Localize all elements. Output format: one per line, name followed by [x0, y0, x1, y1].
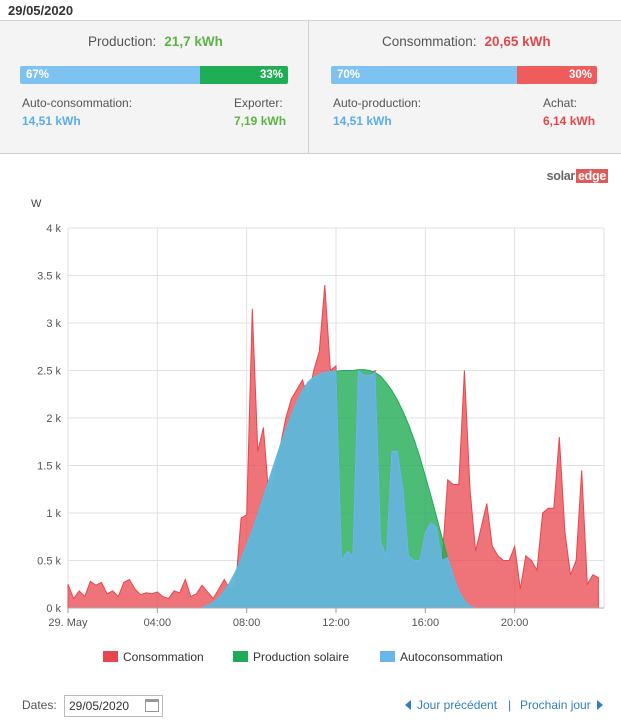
consumption-panel: Consommation: 20,65 kWh 70% 30% Auto-prod…: [310, 21, 621, 154]
production-split-bar: 67% 33%: [20, 66, 288, 84]
self-production-stat: Auto-production: 14,51 kWh: [333, 96, 421, 128]
production-label: Production:: [88, 34, 157, 49]
purchase-label: Achat:: [543, 96, 578, 110]
logo-part-edge: edge: [576, 169, 608, 183]
power-chart: 0 k 0.5 k 1 k 1.5 k 2 k 2.5 k 3 k 3.5 k 4 k 29. M…: [31, 198, 605, 664]
consumption-self-segment: 70%: [331, 66, 518, 84]
legend-label[interactable]: Consommation: [123, 650, 204, 664]
self-consumption-label: Auto-consommation:: [22, 96, 133, 110]
export-value: 7,19 kWh: [234, 114, 287, 128]
footer-bar: Dates: 29/05/2020 Jour précédent | Proch…: [0, 690, 621, 724]
self-production-label: Auto-production:: [333, 96, 422, 110]
x-tick-label: 08:00: [233, 617, 261, 629]
y-tick-label: 2 k: [46, 413, 61, 425]
production-panel: Production: 21,7 kWh 67% 33% Auto-consomm…: [0, 21, 309, 154]
legend-swatch[interactable]: [233, 651, 248, 662]
y-tick-label: 3.5 k: [37, 271, 61, 283]
x-tick-label: 12:00: [322, 617, 350, 629]
previous-day-link[interactable]: Jour précédent: [405, 698, 497, 712]
solaredge-logo: solar edge: [547, 169, 608, 183]
production-title: Production: 21,7 kWh: [88, 34, 223, 49]
x-tick-label: 04:00: [144, 617, 172, 629]
next-day-link[interactable]: Prochain jour: [520, 698, 603, 712]
legend-label[interactable]: Autoconsommation: [400, 650, 503, 664]
y-axis-title: W: [31, 198, 42, 210]
calendar-icon[interactable]: [145, 699, 159, 712]
consumption-label: Consommation:: [382, 34, 477, 49]
purchase-stat: Achat: 6,14 kWh: [543, 96, 595, 128]
chevron-left-icon: [405, 700, 411, 710]
export-stat: Exporter: 7,19 kWh: [234, 96, 286, 128]
date-picker-input[interactable]: 29/05/2020: [64, 695, 163, 717]
y-tick-label: 0.5 k: [37, 556, 61, 568]
production-self-segment: 67%: [20, 66, 200, 84]
y-tick-label: 0 k: [46, 603, 61, 615]
self-production-value: 14,51 kWh: [333, 114, 392, 128]
power-chart-area: solar edge 0 k 0.5 k 1 k 1.5 k 2 k 2.5 k 3 k 3.5…: [0, 155, 621, 685]
date-picker-value: 29/05/2020: [69, 699, 130, 713]
y-tick-label: 1 k: [46, 508, 61, 520]
nav-separator: |: [508, 698, 512, 712]
next-day-label: Prochain jour: [520, 698, 591, 712]
y-tick-label: 2.5 k: [37, 366, 61, 378]
logo-part-solar: solar: [546, 169, 576, 183]
legend-swatch[interactable]: [380, 651, 395, 662]
export-label: Exporter:: [234, 96, 283, 110]
x-tick-label: 29. May: [48, 617, 88, 629]
y-tick-label: 3 k: [46, 318, 61, 330]
previous-day-label: Jour précédent: [417, 698, 498, 712]
y-tick-label: 4 k: [46, 223, 61, 235]
chevron-right-icon: [596, 700, 603, 710]
legend-swatch[interactable]: [103, 651, 118, 662]
self-consumption-stat: Auto-consommation: 14,51 kWh: [22, 96, 132, 128]
date-header: 29/05/2020: [0, 0, 621, 21]
production-value: 21,7 kWh: [164, 34, 223, 49]
purchase-value: 6,14 kWh: [543, 114, 596, 128]
consumption-value: 20,65 kWh: [484, 34, 551, 49]
y-tick-label: 1.5 k: [37, 461, 61, 473]
self-consumption-value: 14,51 kWh: [22, 114, 81, 128]
summary-panels: Production: 21,7 kWh 67% 33% Auto-consomm…: [0, 21, 621, 154]
consumption-title: Consommation: 20,65 kWh: [382, 34, 551, 49]
x-tick-label: 16:00: [412, 617, 440, 629]
x-tick-label: 20:00: [501, 617, 529, 629]
consumption-buy-segment: 30%: [517, 66, 597, 84]
consumption-split-bar: 70% 30%: [331, 66, 597, 84]
production-export-segment: 33%: [199, 66, 288, 84]
legend-label[interactable]: Production solaire: [253, 650, 349, 664]
dates-label: Dates:: [22, 698, 57, 712]
